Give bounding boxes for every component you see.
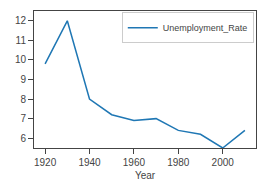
svg-text:12: 12 — [15, 15, 27, 26]
svg-text:1960: 1960 — [123, 157, 146, 168]
svg-text:11: 11 — [16, 35, 27, 46]
svg-text:1980: 1980 — [167, 157, 190, 168]
svg-text:9: 9 — [20, 74, 26, 85]
svg-text:Unemployment_Rate: Unemployment_Rate — [163, 23, 248, 33]
svg-text:10: 10 — [15, 54, 27, 65]
svg-text:8: 8 — [20, 94, 26, 105]
svg-text:Year: Year — [135, 170, 156, 181]
svg-text:1940: 1940 — [78, 157, 101, 168]
svg-text:2000: 2000 — [212, 157, 235, 168]
svg-text:6: 6 — [20, 133, 26, 144]
svg-text:7: 7 — [20, 113, 26, 124]
svg-text:1920: 1920 — [34, 157, 57, 168]
